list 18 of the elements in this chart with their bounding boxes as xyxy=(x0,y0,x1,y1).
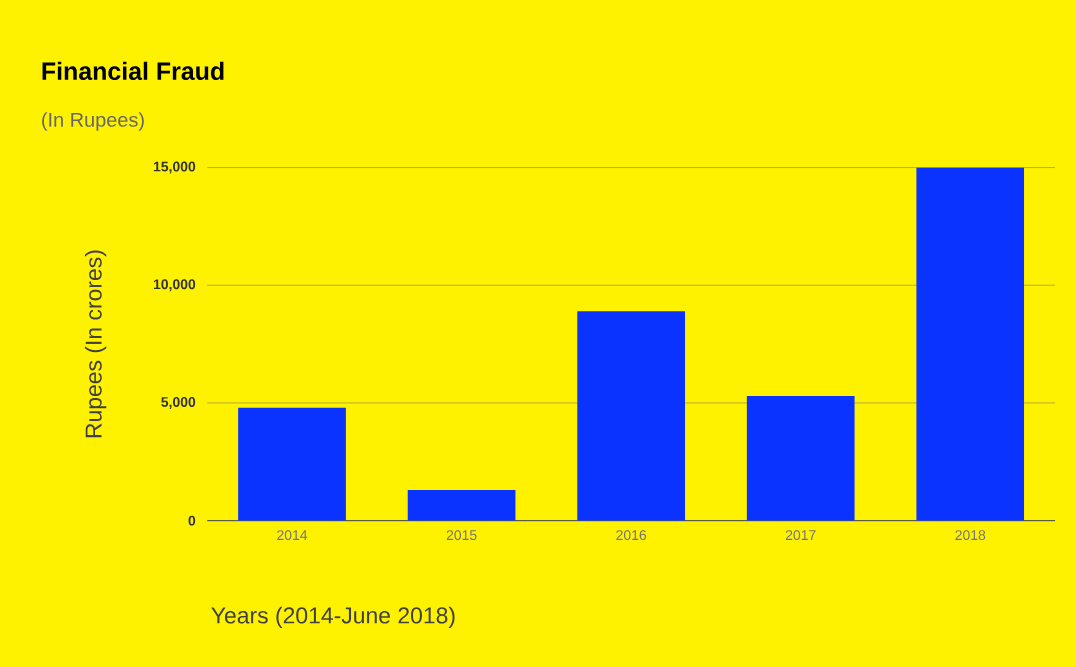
y-tick-label: 0 xyxy=(188,515,196,526)
bar xyxy=(916,167,1025,521)
bar xyxy=(746,395,855,521)
x-tick-label: 2014 xyxy=(277,530,308,540)
bar xyxy=(238,407,346,521)
x-tick-label: 2017 xyxy=(785,530,816,540)
chart-subtitle: (In Rupees) xyxy=(42,112,144,131)
y-tick-label: 10,000 xyxy=(153,279,196,292)
y-tick-label: 15,000 xyxy=(153,161,196,174)
x-tick-label: 2016 xyxy=(616,530,647,540)
chart-title: Financial Fraud xyxy=(42,61,224,80)
x-tick-label: 2015 xyxy=(446,530,477,540)
x-axis-title: Years (2014-June 2018) xyxy=(211,606,455,628)
bar xyxy=(407,489,516,521)
y-tick-label: 5,000 xyxy=(161,396,196,409)
x-tick-label: 2018 xyxy=(955,530,986,540)
y-axis-title: Rupees (In crores) xyxy=(84,250,107,438)
bar xyxy=(577,311,686,521)
